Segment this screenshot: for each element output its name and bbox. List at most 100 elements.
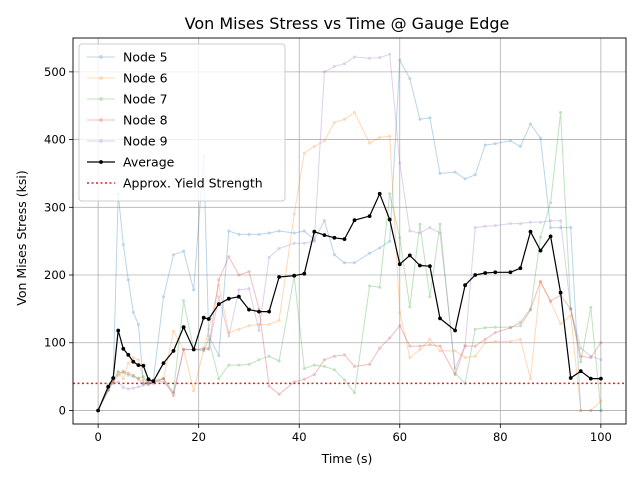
series-point [131,373,135,377]
series-point [418,344,422,348]
series-point [549,300,553,304]
series-point [207,327,211,331]
series-point [438,344,442,348]
series-point [202,349,206,353]
series-point [217,295,221,299]
series-point [428,116,432,120]
x-tick-label: 100 [590,430,612,444]
series-point [141,383,145,387]
series-point [428,264,432,269]
legend-entry: Node 8 [87,113,168,128]
series-point [126,278,130,282]
series-point [322,233,327,238]
series-point [172,390,175,394]
series-point [182,348,186,351]
series-point [539,280,542,284]
series-point [302,271,307,276]
series-point [267,354,271,358]
series-point [408,77,412,81]
series-point [588,376,593,381]
series-point [126,361,130,365]
series-point [136,358,140,362]
series-4 [96,255,603,412]
series-point [121,369,125,373]
series-point [579,354,583,358]
legend-label: Node 9 [123,134,168,149]
series-point [548,234,553,239]
legend-swatch [87,97,115,101]
series-point [257,329,261,332]
series-point [116,380,120,384]
series-point [146,383,150,387]
series-point [599,358,603,362]
series-point [453,367,457,370]
series-point [171,349,176,353]
series-point [121,377,125,381]
series-point [528,229,533,234]
legend-entry: Node 7 [87,92,168,107]
series-point [322,364,326,368]
series-point [398,324,402,328]
series-line [97,53,602,411]
series-point [237,288,241,292]
series-point [368,56,372,60]
series-point [559,226,563,230]
series-point [539,220,542,224]
series-point [453,371,457,375]
series-point [106,384,111,389]
series-point [428,226,432,230]
series-point [388,192,392,196]
series-point [578,369,583,374]
series-point [267,309,271,314]
series-point [237,327,241,331]
series-point [398,236,402,240]
series-point [343,117,346,121]
series-point [407,253,412,258]
series-point [343,62,346,66]
axes: 0 20 40 60 80 100 0 100 200 300 400 500 [44,37,627,444]
series-point [257,358,261,362]
series-point [483,271,488,275]
y-tick-label: 200 [44,268,66,282]
series-2 [96,111,603,412]
legend: Node 5 Node 6 Node 7 Node 8 Node 9 Average App… [78,43,286,202]
series-point [418,348,422,351]
series-point [237,232,241,236]
series-point [398,161,402,165]
series-point [182,249,186,253]
legend-label: Approx. Yield Strength [123,176,263,191]
series-point [352,218,357,223]
series-point [343,261,346,265]
series-point [493,224,497,228]
series-point [227,255,231,259]
series-point [343,378,346,382]
series-point [292,212,296,216]
series-point [549,299,553,303]
series-point [136,323,140,326]
x-tick-label: 40 [292,430,307,444]
series-point [579,409,583,412]
series-point [257,323,261,326]
series-point [589,306,593,309]
series-point [312,144,316,148]
series-line [97,59,601,411]
series-point [428,343,432,347]
y-tick-label: 300 [44,200,66,214]
series-point [599,376,603,381]
grid [73,38,626,424]
series-point [418,222,422,226]
series-point [368,284,372,288]
series-point [302,367,306,370]
series-point [559,322,563,326]
series-point [368,251,372,255]
series-point [428,337,432,341]
series-point [141,381,145,385]
series-point [378,346,382,350]
series-point [473,327,477,331]
series-point [599,341,603,345]
series-point [569,307,573,311]
legend-label: Node 5 [123,50,168,65]
series-point [463,356,467,360]
y-tick-label: 100 [44,336,66,350]
x-axis-label: Time (s) [321,451,373,466]
